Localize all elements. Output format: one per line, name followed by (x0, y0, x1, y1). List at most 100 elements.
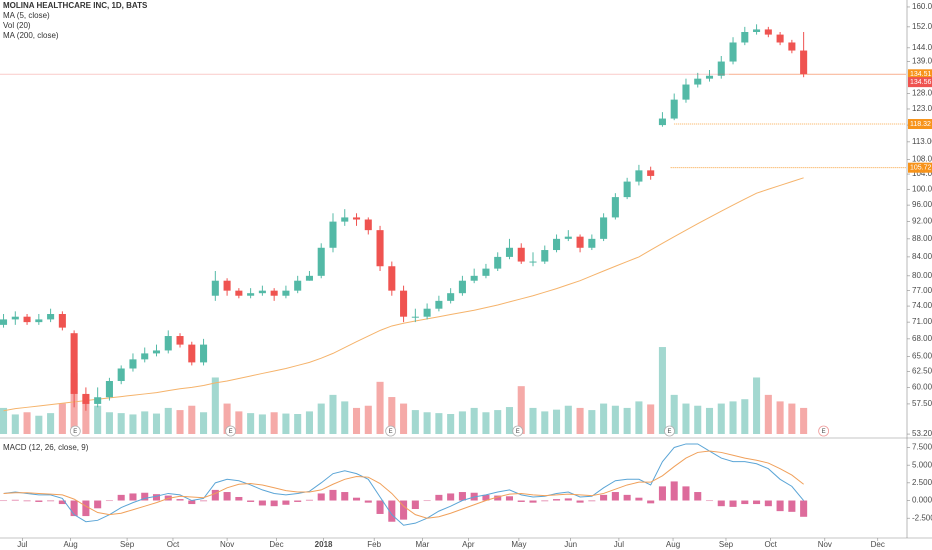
macd-histogram-bar (270, 500, 278, 507)
macd-histogram-bar (447, 493, 455, 501)
macd-histogram-bar (305, 499, 313, 501)
volume-bar (235, 411, 243, 434)
volume-bar (447, 414, 455, 434)
indicator-label: Vol (20) (3, 21, 31, 30)
macd-histogram-bar (211, 489, 219, 501)
macd-histogram-bar (141, 492, 149, 501)
candle-body (223, 280, 231, 291)
macd-histogram-bar (364, 500, 372, 503)
macd-histogram-bar (482, 494, 490, 501)
volume-bar (729, 401, 737, 434)
candle-body (764, 29, 772, 35)
x-tick-label: Nov (818, 540, 832, 549)
earnings-marker (69, 425, 81, 437)
volume-bar (705, 407, 714, 434)
earnings-label: E (822, 429, 826, 435)
macd-histogram-bar (647, 500, 655, 504)
macd-histogram-bar (94, 500, 102, 509)
candle-body (200, 344, 208, 363)
candle-body (176, 336, 184, 345)
x-tick-label: Nov (220, 540, 234, 549)
volume-bar (482, 412, 490, 434)
candle-body (35, 319, 43, 323)
volume-bar (105, 412, 113, 434)
macd-histogram-bar (223, 492, 231, 501)
level-tag-label: 118.32 (910, 121, 931, 128)
macd-histogram-bar (705, 500, 714, 502)
candle-body (670, 99, 678, 119)
candle-body (611, 197, 619, 218)
y-tick-label: 104.00 (912, 169, 932, 178)
candle-body (623, 181, 631, 198)
volume-bar (400, 403, 408, 434)
x-tick-label: Jul (614, 540, 624, 549)
macd-histogram-bar (200, 500, 208, 502)
macd-histogram-bar (611, 492, 619, 501)
candle-body (658, 118, 666, 126)
macd-histogram-bar (517, 500, 525, 502)
y-tick-label: 139.00 (912, 57, 932, 66)
candle-body (352, 217, 361, 220)
volume-bar (188, 405, 196, 434)
level-tag-label: 134.51 (910, 71, 932, 78)
candle-body (576, 236, 584, 248)
macd-histogram-bar (682, 486, 690, 501)
macd-histogram-bar (753, 500, 761, 505)
volume-bar (635, 401, 643, 434)
earnings-marker (818, 425, 830, 437)
earnings-marker (664, 425, 675, 437)
volume-bar (682, 403, 690, 434)
macd-histogram-bar (553, 499, 561, 501)
macd-histogram-bar (494, 495, 502, 501)
y-tick-label: 113.00 (912, 137, 932, 146)
y-tick-label: 160.00 (912, 2, 932, 11)
macd-histogram-bar (458, 492, 466, 501)
candle-body (117, 368, 125, 382)
macd-histogram-bar (717, 500, 725, 507)
macd-histogram-bar (235, 496, 243, 501)
volume-bar (529, 407, 537, 434)
x-tick-label: 2018 (315, 540, 333, 549)
volume-bar (141, 411, 149, 434)
y-tick-label: 68.00 (912, 334, 932, 343)
volume-bar (694, 405, 702, 434)
candle-body (329, 221, 337, 248)
volume-bar (470, 407, 478, 434)
earnings-marker (225, 425, 237, 437)
macd-histogram-bar (70, 500, 78, 517)
y-tick-label: 128.00 (912, 89, 932, 98)
candle-body (494, 256, 502, 269)
candle-body (164, 336, 172, 351)
ma200-line (3, 177, 804, 412)
volume-bar (600, 403, 608, 434)
volume-bar (282, 413, 290, 434)
candle-body (400, 290, 408, 317)
macd-histogram-bar (11, 499, 19, 501)
volume-bar (800, 407, 808, 434)
macd-histogram-bar (435, 494, 443, 501)
candle-body (388, 266, 396, 291)
volume-bar (305, 411, 313, 434)
volume-bar (741, 399, 749, 434)
x-tick-label: Dec (871, 540, 885, 549)
macd-histogram-bar (741, 500, 749, 505)
volume-bar (588, 410, 596, 434)
candle-body (458, 280, 466, 294)
volume-bar (341, 401, 349, 434)
macd-histogram-bar (388, 500, 396, 522)
volume-bar (23, 412, 31, 434)
candle-body (753, 29, 761, 33)
candle-body (788, 42, 796, 51)
y-tick-label: 80.00 (912, 271, 932, 280)
earnings-label: E (516, 429, 520, 435)
candle-body (11, 316, 19, 320)
level-tag (908, 162, 932, 173)
level-tag (908, 119, 932, 130)
volume-bar (47, 413, 55, 434)
candle-body (211, 280, 219, 296)
macd-histogram-bar (247, 500, 255, 502)
volume-bar (458, 411, 466, 434)
